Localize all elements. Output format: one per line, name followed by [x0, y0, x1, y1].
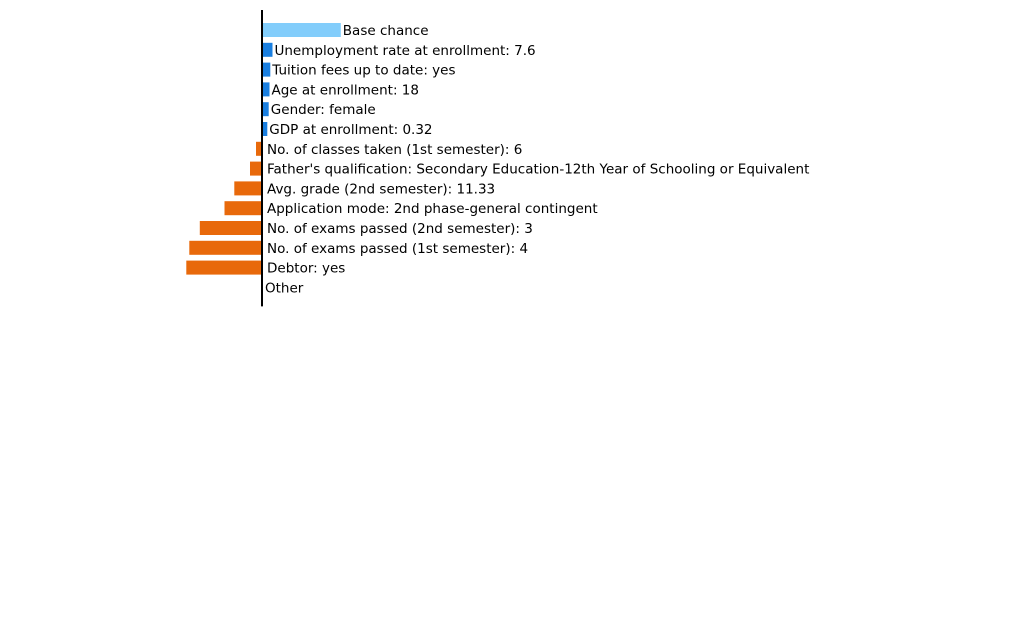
- bar-label-0: Base chance: [343, 23, 429, 39]
- bar-0: [262, 23, 341, 37]
- bar-label-11: No. of exams passed (1st semester): 4: [267, 241, 528, 257]
- bar-4: [262, 102, 269, 117]
- bar-label-8: Avg. grade (2nd semester): 11.33: [267, 181, 495, 197]
- bar-label-4: Gender: female: [271, 102, 376, 118]
- bar-11: [189, 240, 263, 255]
- bar-3: [262, 82, 270, 97]
- bar-label-12: Debtor: yes: [267, 261, 345, 277]
- bar-2: [262, 62, 271, 77]
- bar-label-3: Age at enrollment: 18: [272, 82, 419, 98]
- bars-group: Base chance Unemployment rate at enrollme…: [186, 23, 809, 296]
- bar-10: [199, 221, 263, 235]
- bar-5: [262, 122, 268, 136]
- bar-9: [224, 201, 262, 216]
- bar-label-6: No. of classes taken (1st semester): 6: [267, 142, 522, 158]
- bar-1: [262, 42, 273, 57]
- bar-12: [186, 260, 263, 275]
- bar-label-5: GDP at enrollment: 0.32: [269, 122, 432, 138]
- bar-6: [256, 141, 262, 156]
- bar-label-13: Other: [265, 280, 304, 296]
- bar-label-1: Unemployment rate at enrollment: 7.6: [275, 43, 536, 59]
- bar-label-9: Application mode: 2nd phase-general cont…: [267, 201, 598, 217]
- bar-label-7: Father's qualification: Secondary Educat…: [267, 162, 809, 178]
- bar-label-10: No. of exams passed (2nd semester): 3: [267, 221, 533, 237]
- bar-7: [250, 161, 262, 176]
- bar-label-2: Tuition fees up to date: yes: [271, 63, 455, 79]
- bar-8: [234, 181, 263, 196]
